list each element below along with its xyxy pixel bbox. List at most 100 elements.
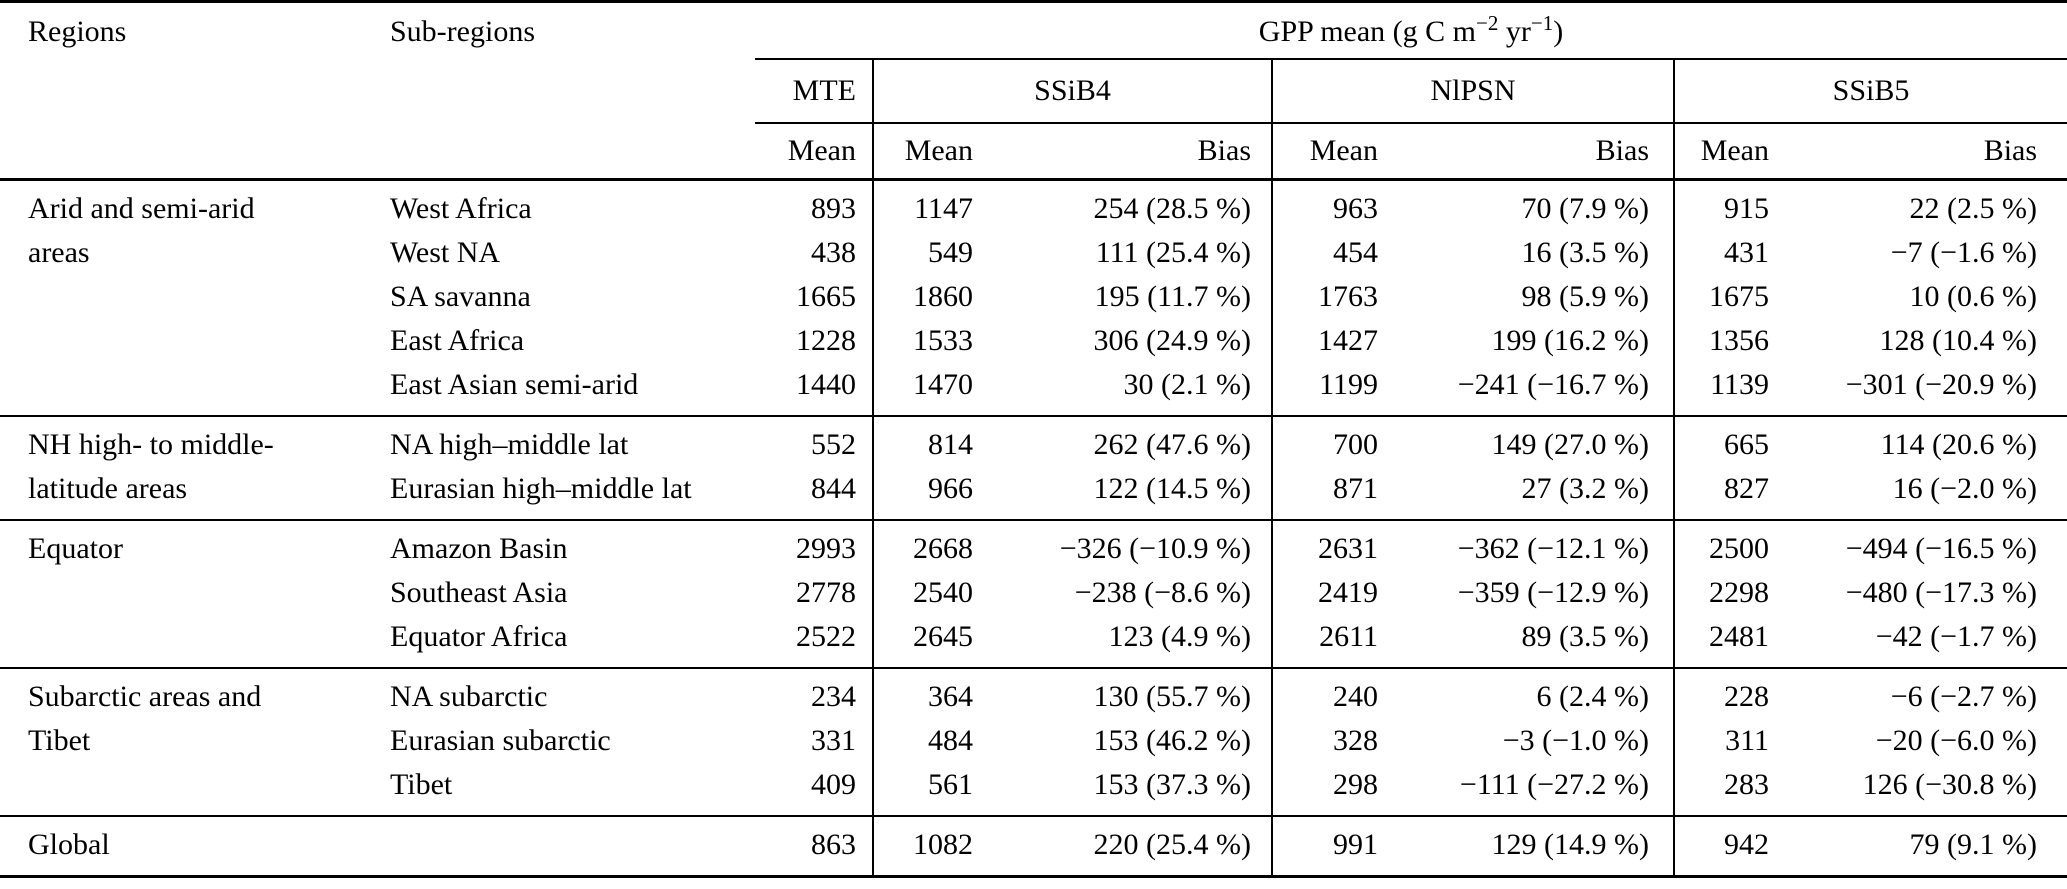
ssib5-bias-cell: −301 (−20.9 %) bbox=[1845, 368, 2038, 401]
table-row: Southeast Asia 2778 2540 −238 (−8.6 %) 2419−… bbox=[0, 571, 2067, 615]
table-row: Equator Amazon Basin 2993 2668 −326 (−10.9 %… bbox=[0, 519, 2067, 668]
nlpsn-mean-cell: 700 bbox=[1272, 415, 1390, 467]
sub-region-cell: Tibet bbox=[390, 768, 453, 801]
gpp-unit-pre: GPP mean (g C m bbox=[1258, 15, 1477, 49]
ssib5-mean-cell: 1356 bbox=[1709, 324, 1769, 357]
ssib4-mean-cell: 1082 bbox=[873, 815, 990, 878]
ssib4-mean-cell: 1470 bbox=[913, 368, 973, 401]
nlpsn-bias-header: Bias bbox=[1390, 122, 1675, 181]
nlpsn-bias-cell: −111 (−27.2 %) bbox=[1390, 763, 1675, 816]
sub-region-cell: West NA bbox=[390, 236, 501, 269]
table-row: East Asian semi-arid 1440 1470 30 (2.1 %) 11… bbox=[0, 363, 2067, 416]
region-line: Equator bbox=[28, 532, 123, 565]
region-cell: Equator bbox=[0, 519, 362, 668]
sub-region-cell: Equator Africa bbox=[390, 620, 568, 653]
mte-mean-cell: 234 bbox=[755, 667, 874, 719]
ssib4-bias-cell: 306 (24.9 %) bbox=[990, 319, 1273, 363]
nlpsn-bias-cell: −241 (−16.7 %) bbox=[1390, 363, 1675, 416]
ssib5-bias-cell: 128 (10.4 %) bbox=[1879, 324, 2038, 357]
ssib4-mean-cell: 364 bbox=[873, 667, 990, 719]
mte-mean-cell: 438 bbox=[755, 231, 874, 275]
mte-mean-cell: 552 bbox=[755, 415, 874, 467]
table-row: East Africa 1228 1533 306 (24.9 %) 1427 199 (… bbox=[0, 319, 2067, 363]
nlpsn-bias-cell: 16 (3.5 %) bbox=[1390, 231, 1675, 275]
model-header-ssib4: SSiB4 bbox=[873, 58, 1273, 124]
ssib5-bias-cell: 126 (−30.8 %) bbox=[1862, 768, 2038, 801]
sub-region-cell: Southeast Asia bbox=[390, 576, 568, 609]
ssib4-bias-cell: 153 (46.2 %) bbox=[990, 719, 1273, 763]
table-row: West NA 438 549 111 (25.4 %) 454 16 (3.5 %) 43… bbox=[0, 231, 2067, 275]
ssib5-bias-cell: 79 (9.1 %) bbox=[1795, 815, 2067, 878]
region-cell: Subarctic areas and Tibet bbox=[0, 667, 362, 816]
table-body: Arid and semi-arid areas West Africa 893 114… bbox=[0, 179, 2067, 878]
ssib5-mean-cell: 2481 bbox=[1709, 620, 1769, 653]
mte-mean-cell: 2522 bbox=[755, 615, 874, 668]
ssib4-bias-cell: 153 (37.3 %) bbox=[990, 763, 1273, 816]
table-row: Eurasian subarctic 331 484 153 (46.2 %) 328−… bbox=[0, 719, 2067, 763]
sub-region-cell: East Asian semi-arid bbox=[390, 368, 639, 401]
ssib4-bias-cell: −326 (−10.9 %) bbox=[990, 519, 1273, 571]
sub-region-cell: NA high–middle lat bbox=[362, 415, 755, 467]
ssib5-mean-cell: 915 bbox=[1724, 192, 1769, 225]
regions-column-header: Regions bbox=[0, 0, 362, 181]
ssib4-mean-cell: 1860 bbox=[913, 280, 973, 313]
ssib5-mean-cell: 311 bbox=[1725, 724, 1769, 757]
mte-mean-cell: 331 bbox=[755, 719, 874, 763]
ssib4-bias-cell: 220 (25.4 %) bbox=[990, 815, 1273, 878]
nlpsn-bias-cell: 89 (3.5 %) bbox=[1390, 615, 1675, 668]
table-row: NH high- to middle-latitude areas NA high… bbox=[0, 415, 2067, 520]
sub-region-cell: Eurasian high–middle lat bbox=[390, 472, 692, 505]
ssib4-bias-header: Bias bbox=[990, 122, 1273, 181]
table-header: Regions Sub-regions GPP mean (g C m−2 yr… bbox=[0, 0, 2067, 181]
nlpsn-mean-cell: 2631 bbox=[1272, 519, 1390, 571]
ssib4-bias-cell: 30 (2.1 %) bbox=[990, 363, 1273, 416]
region-line: Arid and semi-arid bbox=[28, 192, 255, 225]
sub-regions-column-header: Sub-regions bbox=[362, 0, 755, 181]
ssib4-bias-cell: 122 (14.5 %) bbox=[990, 467, 1273, 520]
nlpsn-bias-cell: 149 (27.0 %) bbox=[1390, 415, 1675, 467]
nlpsn-bias-cell: −359 (−12.9 %) bbox=[1390, 571, 1675, 615]
nlpsn-mean-cell: 2611 bbox=[1319, 620, 1378, 653]
mte-mean-cell: 1228 bbox=[755, 319, 874, 363]
ssib5-mean-cell: 431 bbox=[1724, 236, 1769, 269]
sub-region-cell: Amazon Basin bbox=[362, 519, 755, 571]
ssib5-bias-cell: −7 (−1.6 %) bbox=[1890, 236, 2038, 269]
nlpsn-mean-cell: 2419 bbox=[1318, 576, 1378, 609]
region-cell: NH high- to middle-latitude areas bbox=[0, 415, 362, 520]
ssib5-mean-header: Mean bbox=[1674, 122, 1795, 181]
mte-mean-cell: 1440 bbox=[755, 363, 874, 416]
gpp-unit-post: ) bbox=[1553, 15, 1564, 49]
ssib5-mean-cell: 1675 bbox=[1709, 280, 1769, 313]
table-row: Equator Africa 2522 2645 123 (4.9 %) 2611 89 … bbox=[0, 615, 2067, 668]
ssib5-mean-cell: 1139 bbox=[1710, 368, 1769, 401]
gpp-mean-unit-header: GPP mean (g C m−2 yr−1) bbox=[755, 0, 2067, 60]
model-header-mte: MTE bbox=[755, 58, 874, 124]
mte-mean-cell: 409 bbox=[755, 763, 874, 816]
ssib4-bias-cell: 111 (25.4 %) bbox=[990, 231, 1273, 275]
ssib4-mean-cell: 549 bbox=[928, 236, 973, 269]
ssib4-bias-cell: 123 (4.9 %) bbox=[990, 615, 1273, 668]
ssib4-mean-cell: 484 bbox=[928, 724, 973, 757]
ssib4-bias-cell: 195 (11.7 %) bbox=[990, 275, 1273, 319]
nlpsn-mean-cell: 298 bbox=[1333, 768, 1378, 801]
gpp-unit-sup-minus2: −2 bbox=[1476, 11, 1499, 36]
mte-mean-cell: 863 bbox=[755, 815, 874, 878]
nlpsn-mean-cell: 454 bbox=[1333, 236, 1378, 269]
ssib5-bias-header: Bias bbox=[1795, 122, 2067, 181]
ssib5-mean-cell: 2298 bbox=[1709, 576, 1769, 609]
nlpsn-mean-cell: 991 bbox=[1272, 815, 1390, 878]
ssib4-mean-cell: 561 bbox=[928, 768, 973, 801]
table-row: Subarctic areas and Tibet NA subarctic 234 3… bbox=[0, 667, 2067, 816]
mte-mean-cell: 844 bbox=[755, 467, 874, 520]
ssib5-mean-cell: 283 bbox=[1724, 768, 1769, 801]
nlpsn-bias-cell: 199 (16.2 %) bbox=[1390, 319, 1675, 363]
ssib5-bias-cell: −20 (−6.0 %) bbox=[1875, 724, 2038, 757]
ssib5-mean-cell: 942 bbox=[1674, 815, 1795, 878]
ssib4-mean-cell: 1533 bbox=[913, 324, 973, 357]
ssib5-mean-cell: 2500 bbox=[1674, 519, 1795, 571]
ssib5-mean-cell: 827 bbox=[1724, 472, 1769, 505]
nlpsn-bias-cell: 6 (2.4 %) bbox=[1390, 667, 1675, 719]
ssib4-mean-header: Mean bbox=[873, 122, 990, 181]
